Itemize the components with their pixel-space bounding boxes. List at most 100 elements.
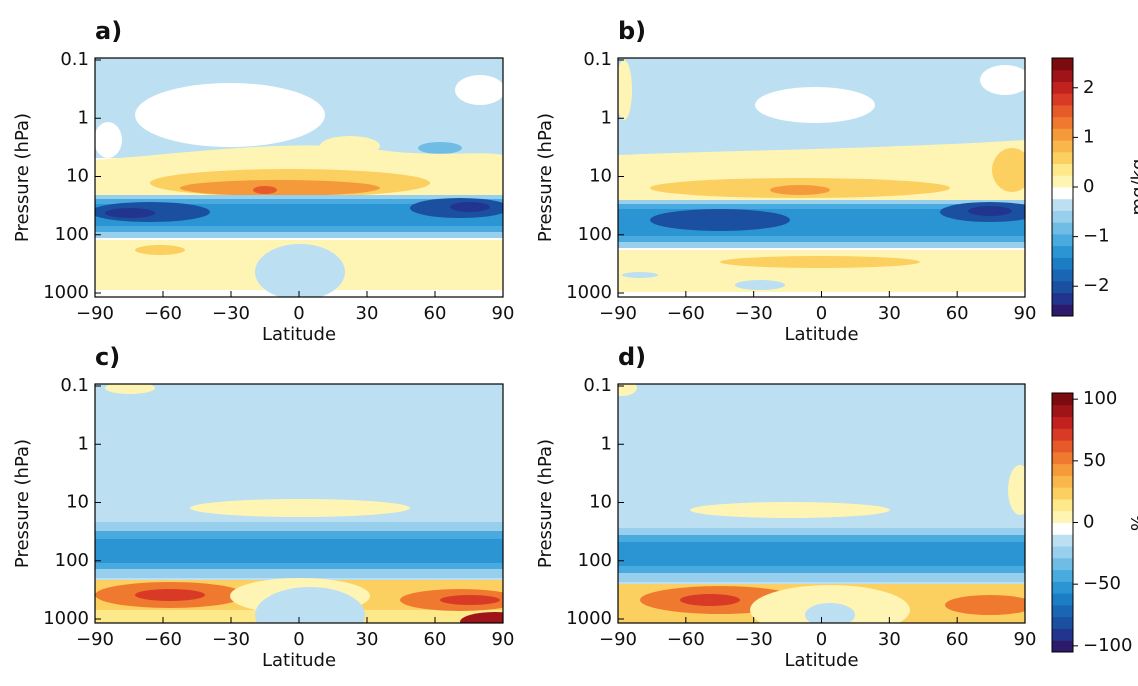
- x-tick-label: 0: [816, 629, 827, 650]
- colorbar-band: [1052, 93, 1073, 106]
- y-tick-label: 1000: [566, 608, 612, 629]
- colorbar-band: [1052, 487, 1073, 500]
- x-tick-label: −30: [212, 303, 250, 324]
- colorbar-label: mg/kg: [1128, 159, 1138, 216]
- colorbar-band: [1052, 522, 1073, 535]
- x-tick-label: −90: [599, 629, 637, 650]
- colorbar-band: [1052, 616, 1073, 629]
- x-tick-label: −30: [212, 629, 250, 650]
- x-tick-label: 60: [946, 303, 969, 324]
- colorbar-band: [1052, 451, 1073, 465]
- y-tick-label: 1: [601, 107, 612, 128]
- x-tick-label: 90: [1014, 303, 1037, 324]
- colorbar-tick-label: 1: [1083, 126, 1094, 147]
- x-axis-label: Latitude: [262, 650, 336, 671]
- panel-label: b): [618, 17, 646, 45]
- colorbar-band: [1052, 151, 1073, 165]
- x-tick-label: −90: [76, 303, 114, 324]
- y-tick-label: 1: [78, 107, 89, 128]
- x-tick-label: 30: [878, 303, 901, 324]
- y-axis-label: Pressure (hPa): [535, 439, 556, 568]
- x-tick-label: 90: [492, 629, 515, 650]
- colorbar-band: [1052, 116, 1073, 129]
- colorbar-band: [1052, 404, 1073, 418]
- x-axis-label: Latitude: [784, 650, 858, 671]
- colorbar-band: [1052, 534, 1073, 547]
- y-axis-label: Pressure (hPa): [535, 113, 556, 242]
- x-tick-label: 30: [356, 303, 379, 324]
- colorbar-tick-label: −100: [1083, 635, 1132, 656]
- colorbar-band: [1052, 233, 1073, 247]
- colorbar-band: [1052, 463, 1073, 476]
- y-tick-label: 0.1: [583, 49, 612, 70]
- colorbar-band: [1052, 257, 1073, 270]
- x-tick-label: −60: [667, 629, 705, 650]
- colorbar-band: [1052, 58, 1073, 71]
- colorbar-band: [1052, 640, 1073, 653]
- colorbar-band: [1052, 245, 1073, 258]
- contour-fill: [618, 384, 1025, 623]
- y-tick-label: 1000: [43, 608, 89, 629]
- colorbar-band: [1052, 557, 1073, 571]
- x-tick-label: −90: [599, 303, 637, 324]
- x-tick-label: 30: [878, 629, 901, 650]
- colorbar-band: [1052, 569, 1073, 582]
- x-tick-label: 60: [946, 629, 969, 650]
- x-tick-label: −30: [735, 629, 773, 650]
- x-tick-label: 0: [293, 629, 304, 650]
- y-tick-label: 10: [66, 166, 89, 187]
- colorbar-band: [1052, 510, 1073, 523]
- colorbar-band: [1052, 280, 1073, 294]
- contour-fill: [95, 384, 503, 623]
- colorbar-tick-label: 0: [1083, 176, 1094, 197]
- y-axis-label: Pressure (hPa): [12, 113, 33, 242]
- colorbar-band: [1052, 269, 1073, 282]
- colorbar-band: [1052, 304, 1073, 317]
- y-tick-label: 1000: [43, 282, 89, 303]
- y-tick-label: 10: [589, 166, 612, 187]
- colorbar-band: [1052, 546, 1073, 559]
- colorbar-band: [1052, 81, 1073, 94]
- x-tick-label: 0: [816, 303, 827, 324]
- contour-fill: [95, 58, 503, 297]
- colorbar-band: [1052, 128, 1073, 141]
- colorbar-tick-label: −1: [1083, 226, 1110, 247]
- colorbar-band: [1052, 593, 1073, 606]
- y-tick-label: 1: [601, 433, 612, 454]
- colorbar-band: [1052, 163, 1073, 176]
- colorbar-band: [1052, 428, 1073, 441]
- x-axis-label: Latitude: [262, 324, 336, 345]
- y-tick-label: 100: [578, 224, 612, 245]
- colorbar-band: [1052, 140, 1073, 153]
- colorbar-band: [1052, 393, 1073, 406]
- x-tick-label: −60: [144, 629, 182, 650]
- y-tick-label: 1: [78, 433, 89, 454]
- colorbar-band: [1052, 104, 1073, 118]
- colorbar-band: [1052, 69, 1073, 82]
- contour-fill: [618, 58, 1025, 297]
- y-axis-label: Pressure (hPa): [12, 439, 33, 568]
- x-tick-label: 60: [424, 629, 447, 650]
- y-tick-label: 100: [55, 550, 89, 571]
- colorbar-tick-label: 50: [1083, 450, 1106, 471]
- colorbar-band: [1052, 292, 1073, 305]
- colorbar-band: [1052, 187, 1073, 200]
- y-tick-label: 1000: [566, 282, 612, 303]
- colorbar-tick-label: 100: [1083, 388, 1117, 409]
- colorbar-band: [1052, 475, 1073, 488]
- colorbar-band: [1052, 222, 1073, 235]
- x-tick-label: −60: [144, 303, 182, 324]
- colorbar-tick-label: 2: [1083, 77, 1094, 98]
- colorbar-band: [1052, 210, 1073, 223]
- x-tick-label: 90: [492, 303, 515, 324]
- colorbar-tick-label: 0: [1083, 512, 1094, 533]
- panel-label: a): [95, 17, 122, 45]
- colorbar-band: [1052, 604, 1073, 618]
- colorbar-band: [1052, 628, 1073, 641]
- x-tick-label: −60: [667, 303, 705, 324]
- colorbar-band: [1052, 440, 1073, 453]
- x-tick-label: 90: [1014, 629, 1037, 650]
- colorbar-label: %: [1128, 514, 1138, 531]
- y-tick-label: 0.1: [583, 375, 612, 396]
